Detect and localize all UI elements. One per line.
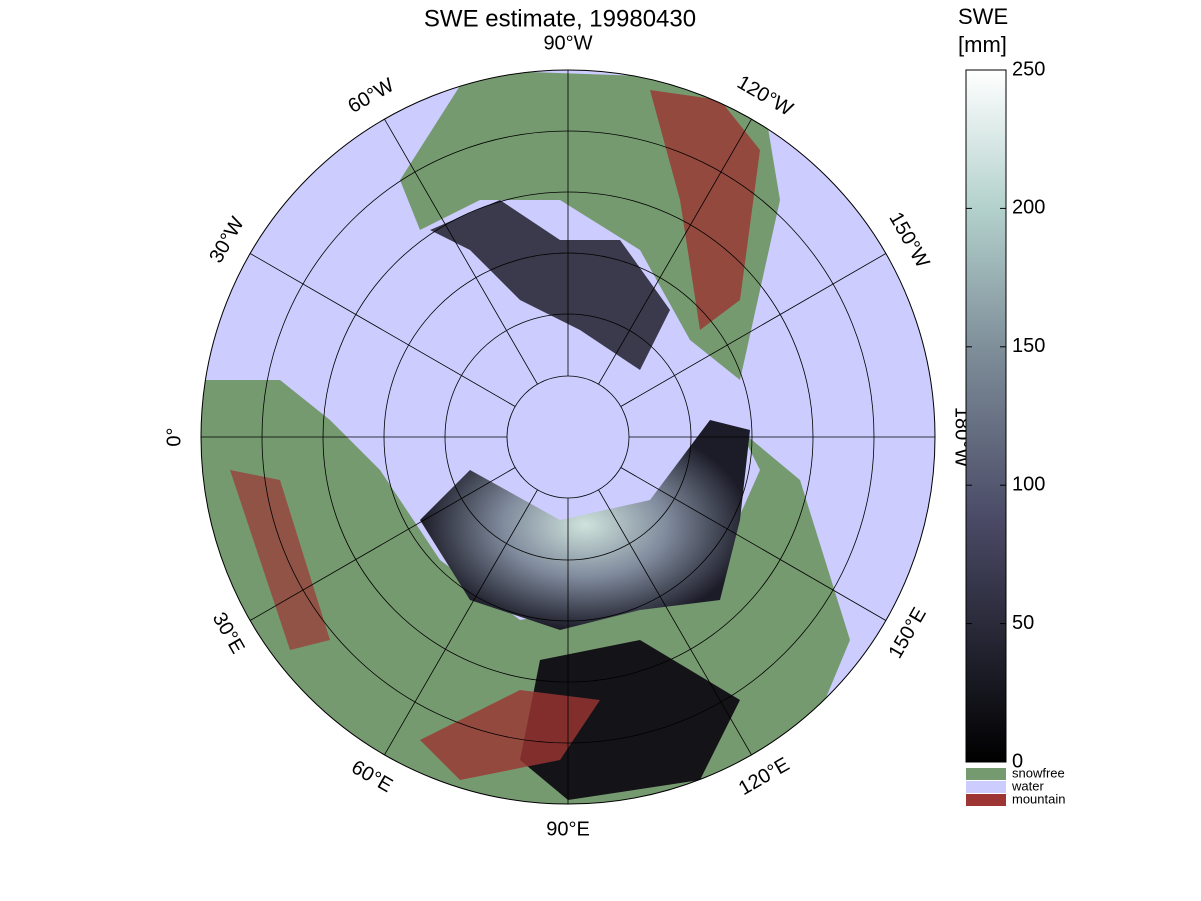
longitude-label: 30°E	[208, 609, 249, 658]
meridian	[384, 489, 538, 756]
colorbar-tick-label: 200	[1012, 197, 1045, 219]
meridian	[249, 253, 516, 407]
meridian	[249, 467, 516, 621]
longitude-label: 60°W	[344, 74, 398, 118]
snow-cover-asia	[520, 640, 740, 800]
map-frame	[200, 69, 936, 805]
colorbar-tick-label: 0	[1012, 750, 1023, 772]
map-body	[201, 70, 935, 804]
meridian	[384, 118, 538, 385]
polar-cap	[507, 376, 629, 498]
meridian	[598, 489, 752, 756]
legend-swatch	[966, 794, 1006, 806]
colorbar	[965, 69, 1007, 763]
meridian	[598, 118, 752, 385]
longitude-label: 150°E	[885, 604, 931, 662]
graticule	[201, 70, 935, 804]
legend-label: water	[1011, 778, 1044, 793]
longitude-label: 120°E	[735, 754, 793, 800]
colorbar-tick-label: 50	[1012, 612, 1034, 634]
legend-label: mountain	[1012, 791, 1065, 806]
colorbar-tick-label: 250	[1012, 58, 1045, 80]
meridian	[620, 467, 887, 621]
colorbar-axis: 0 50 100 150 200 250	[966, 58, 1045, 772]
colorbar-unit: [mm]	[958, 32, 1007, 57]
longitude-label: 120°W	[733, 71, 796, 120]
longitude-label: 90°E	[546, 818, 590, 840]
colorbar-tick-label: 100	[1012, 473, 1045, 495]
map-title: SWE estimate, 19980430	[424, 5, 696, 32]
colorbar-tick-label: 150	[1012, 335, 1045, 357]
mountain-rockies	[650, 90, 760, 330]
meridian	[620, 253, 887, 407]
legend-swatch	[966, 768, 1006, 780]
mountain-asia	[420, 690, 600, 780]
longitude-label: 90°W	[543, 32, 592, 54]
longitude-label: 0°	[163, 427, 185, 446]
mountain-europe	[230, 470, 330, 650]
legend-label: snowfree	[1012, 765, 1065, 780]
longitude-label: 30°W	[205, 213, 249, 267]
longitude-label: 60°E	[347, 756, 396, 797]
snow-cover-eurasia	[420, 420, 750, 630]
colorbar-title: SWE	[958, 4, 1008, 29]
longitude-label: 150°W	[884, 209, 933, 272]
legend-swatch	[966, 781, 1006, 793]
snow-cover-canada	[430, 200, 670, 370]
